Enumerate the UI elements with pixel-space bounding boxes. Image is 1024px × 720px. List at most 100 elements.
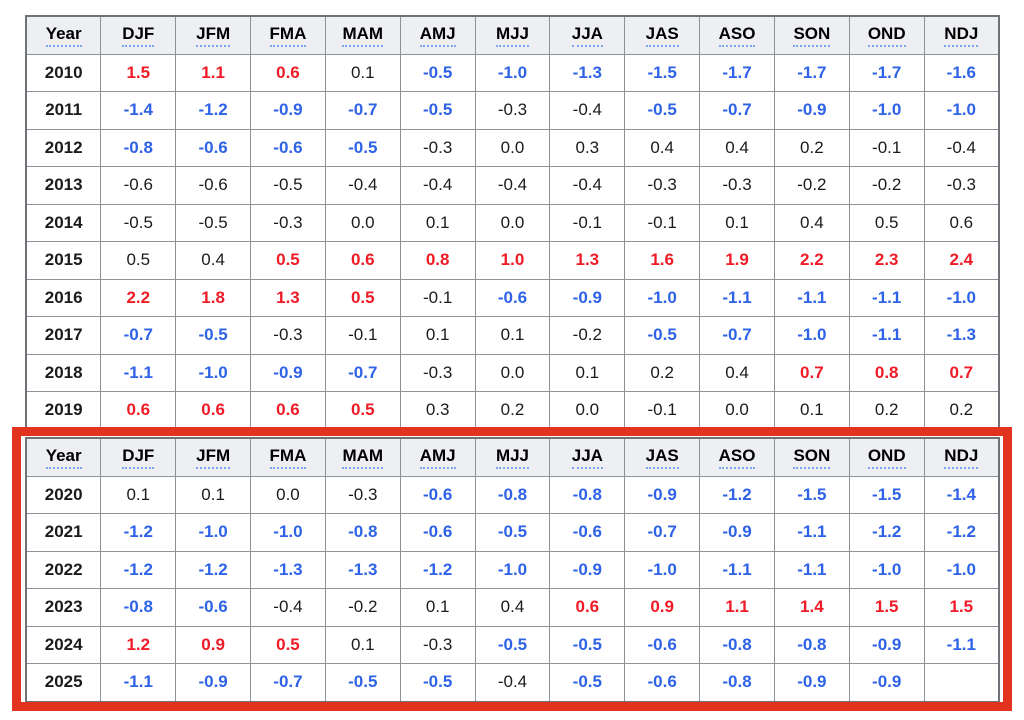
year-cell: 2010	[25, 53, 102, 92]
oni-value-cell: -1.2	[100, 550, 177, 589]
oni-value-cell: 1.6	[624, 241, 701, 280]
oni-value-cell: 0.9	[175, 625, 252, 664]
oni-value-cell: 0.0	[250, 475, 326, 514]
oni-value-cell: -0.9	[549, 278, 626, 317]
column-header-son[interactable]: SON	[773, 15, 850, 55]
oni-value-cell: -1.0	[923, 278, 1000, 317]
oni-value-cell: 1.0	[474, 241, 551, 280]
oni-value-cell: 0.5	[250, 241, 326, 280]
oni-value-cell: -0.6	[100, 166, 177, 205]
oni-value-cell: 0.4	[699, 353, 775, 392]
column-header-mam[interactable]: MAM	[324, 15, 401, 55]
oni-value-cell: -1.0	[474, 53, 551, 92]
oni-value-cell: 0.0	[474, 203, 551, 242]
column-header-son[interactable]: SON	[773, 437, 850, 477]
oni-value-cell: 0.1	[399, 316, 476, 355]
column-header-djf[interactable]: DJF	[100, 437, 177, 477]
oni-value-cell: 1.3	[250, 278, 326, 317]
oni-value-cell: -1.1	[100, 353, 177, 392]
oni-value-cell: -0.2	[773, 166, 850, 205]
column-header-label: JJA	[571, 24, 603, 47]
oni-value-cell: 0.6	[250, 53, 326, 92]
column-header-jja[interactable]: JJA	[549, 437, 626, 477]
column-header-label: FMA	[269, 24, 307, 47]
oni-value-cell: -1.2	[699, 475, 775, 514]
column-header-label: AMJ	[419, 24, 456, 47]
oni-value-cell: -0.3	[324, 475, 401, 514]
table-row: 2021 -1.2 -1.0 -1.0 -0.8 -0.6 -0.5 -0.6 -0.7 -0.9…	[25, 513, 1000, 552]
column-header-label: OND	[867, 24, 906, 47]
column-header-jas[interactable]: JAS	[624, 437, 701, 477]
oni-value-cell: -0.5	[624, 316, 701, 355]
oni-value-cell: 1.5	[848, 588, 925, 627]
oni-value-cell: -0.6	[175, 588, 252, 627]
column-header-amj[interactable]: AMJ	[399, 15, 476, 55]
column-header-djf[interactable]: DJF	[100, 15, 177, 55]
oni-value-cell: 0.6	[324, 241, 401, 280]
oni-value-cell: -0.4	[549, 166, 626, 205]
oni-value-cell: -1.1	[773, 278, 850, 317]
oni-value-cell: -1.3	[923, 316, 1000, 355]
year-cell: 2016	[25, 278, 102, 317]
oni-value-cell: -1.0	[773, 316, 850, 355]
oni-value-cell: 2.4	[923, 241, 1000, 280]
column-header-ond[interactable]: OND	[848, 15, 925, 55]
table-row: 2025 -1.1 -0.9 -0.7 -0.5 -0.5 -0.4 -0.5 -0.6 -0.8…	[25, 663, 1000, 702]
oni-value-cell: -0.4	[549, 91, 626, 130]
column-header-mjj[interactable]: MJJ	[474, 15, 551, 55]
column-header-year[interactable]: Year	[25, 15, 102, 55]
oni-value-cell: 0.0	[699, 391, 775, 430]
column-header-label: OND	[867, 446, 906, 469]
oni-value-cell: 0.2	[848, 391, 925, 430]
oni-value-cell: 0.1	[399, 588, 476, 627]
table-row: 2014 -0.5 -0.5 -0.3 0.0 0.1 0.0 -0.1 -0.1 0.1 0.4 0…	[25, 203, 1000, 242]
column-header-aso[interactable]: ASO	[699, 15, 775, 55]
column-header-aso[interactable]: ASO	[699, 437, 775, 477]
oni-value-cell: -0.3	[399, 128, 476, 167]
column-header-fma[interactable]: FMA	[250, 437, 326, 477]
column-header-jja[interactable]: JJA	[549, 15, 626, 55]
oni-value-cell: -1.3	[549, 53, 626, 92]
oni-value-cell: -0.1	[324, 316, 401, 355]
column-header-label: Year	[45, 446, 82, 469]
column-header-mjj[interactable]: MJJ	[474, 437, 551, 477]
column-header-amj[interactable]: AMJ	[399, 437, 476, 477]
oni-value-cell: -0.9	[699, 513, 775, 552]
column-header-jfm[interactable]: JFM	[175, 15, 252, 55]
oni-value-cell: 0.4	[175, 241, 252, 280]
year-cell: 2017	[25, 316, 102, 355]
oni-value-cell: -1.4	[100, 91, 177, 130]
column-header-mam[interactable]: MAM	[324, 437, 401, 477]
oni-value-cell: -0.9	[848, 625, 925, 664]
table-row: 2011 -1.4 -1.2 -0.9 -0.7 -0.5 -0.3 -0.4 -0.5 -0.7…	[25, 91, 1000, 130]
column-header-ndj[interactable]: NDJ	[923, 15, 1000, 55]
oni-value-cell: 1.2	[100, 625, 177, 664]
oni-value-cell: -0.8	[699, 625, 775, 664]
column-header-year[interactable]: Year	[25, 437, 102, 477]
column-header-ndj[interactable]: NDJ	[923, 437, 1000, 477]
oni-value-cell: -0.3	[250, 316, 326, 355]
column-header-jfm[interactable]: JFM	[175, 437, 252, 477]
column-header-fma[interactable]: FMA	[250, 15, 326, 55]
header-row: Year DJF JFM FMA MAM AMJ MJJ JJA JAS ASO SON OND NDJ	[25, 437, 1000, 477]
oni-value-cell: -0.5	[100, 203, 177, 242]
oni-value-cell: -1.2	[848, 513, 925, 552]
oni-value-cell: -1.1	[848, 316, 925, 355]
oni-value-cell: -0.5	[175, 316, 252, 355]
oni-value-cell: -0.5	[324, 663, 401, 702]
column-header-ond[interactable]: OND	[848, 437, 925, 477]
column-header-jas[interactable]: JAS	[624, 15, 701, 55]
oni-value-cell: -0.5	[549, 663, 626, 702]
oni-value-cell: -1.7	[699, 53, 775, 92]
oni-value-cell: -1.0	[175, 513, 252, 552]
column-header-label: DJF	[122, 24, 155, 47]
table-row: 2024 1.2 0.9 0.5 0.1 -0.3 -0.5 -0.5 -0.6 -0.8 -0.8…	[25, 625, 1000, 664]
oni-value-cell: -1.1	[100, 663, 177, 702]
column-header-label: MJJ	[495, 24, 530, 47]
oni-value-cell: -0.8	[324, 513, 401, 552]
column-header-label: JJA	[571, 446, 603, 469]
oni-value-cell: -1.1	[699, 550, 775, 589]
oni-value-cell: -1.1	[773, 550, 850, 589]
column-header-label: JAS	[645, 446, 679, 469]
